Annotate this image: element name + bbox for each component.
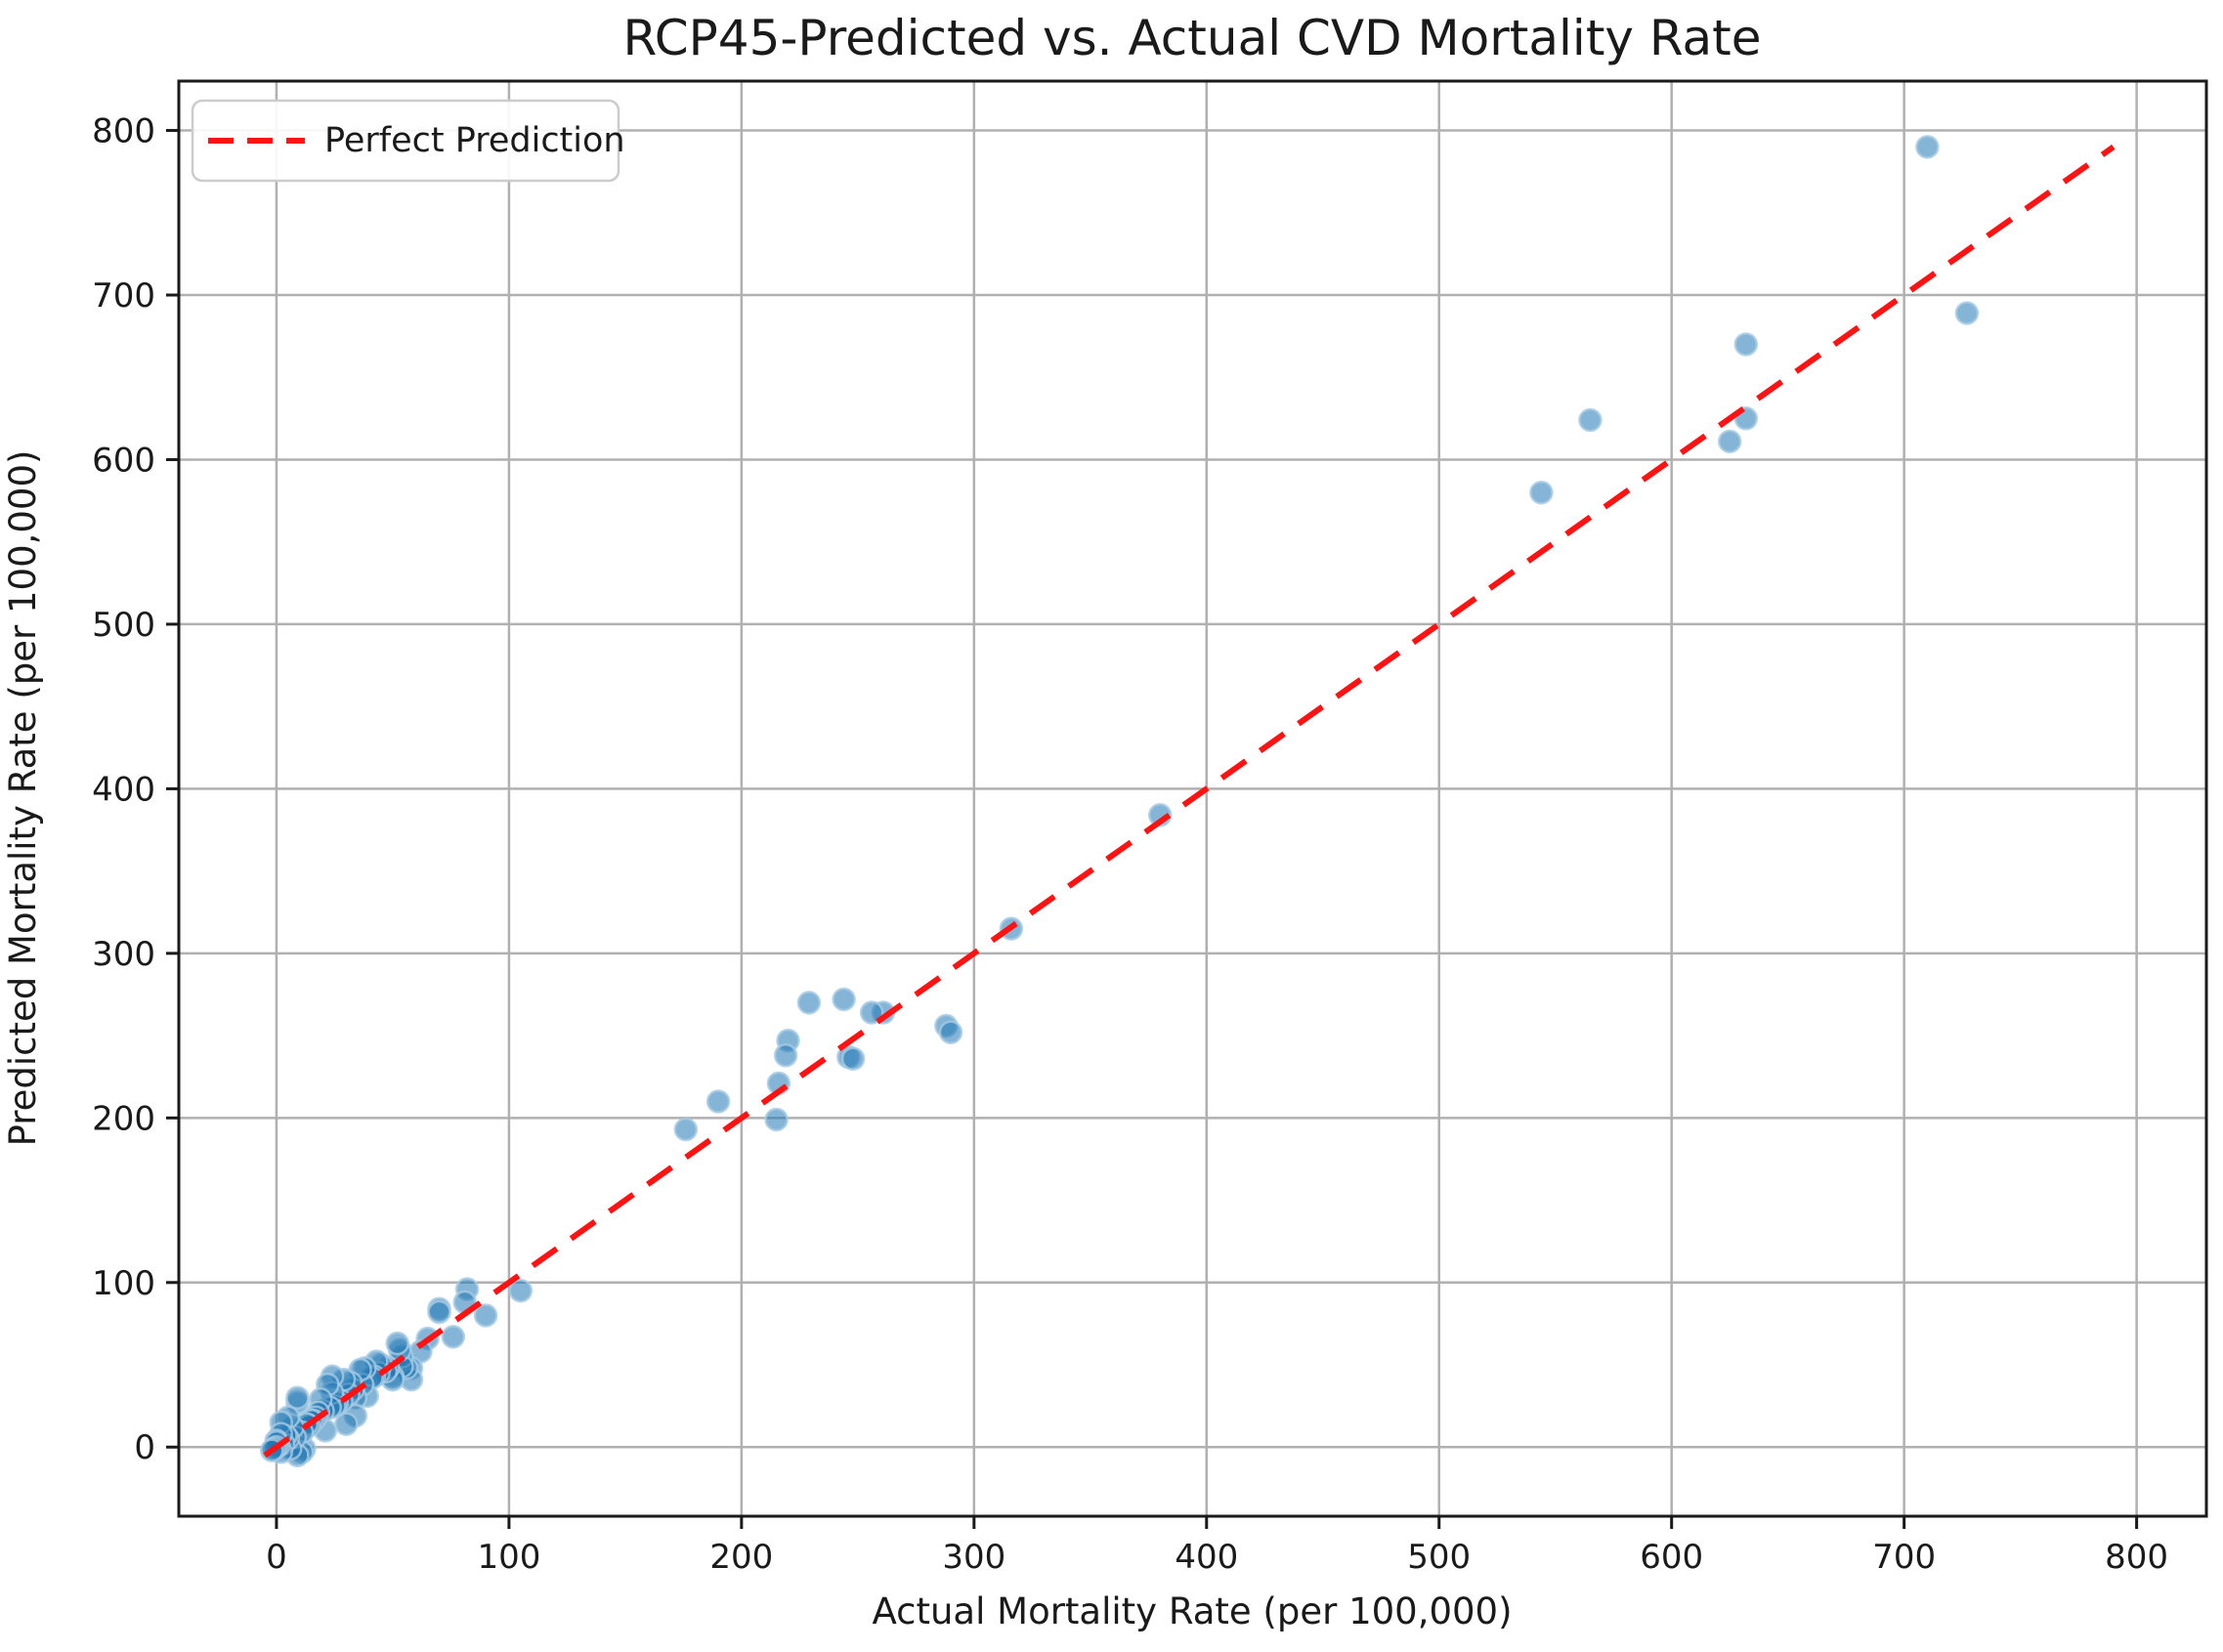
y-tick-label: 600	[92, 441, 155, 480]
y-tick-label: 500	[92, 606, 155, 645]
scatter-point	[1954, 301, 1980, 325]
y-axis-label: Predicted Mortality Rate (per 100,000)	[2, 450, 44, 1147]
x-tick-label: 800	[2105, 1538, 2168, 1577]
scatter-point	[832, 987, 856, 1012]
scatter-point	[764, 1107, 789, 1132]
scatter-series	[259, 135, 1980, 1467]
y-tick-label: 400	[92, 770, 155, 809]
perfect-prediction-line	[263, 144, 2116, 1459]
scatter-point	[1733, 332, 1759, 357]
scatter-point	[1915, 135, 1940, 159]
x-tick-label: 400	[1175, 1538, 1238, 1577]
scatter-point	[1578, 407, 1603, 433]
legend-box	[191, 99, 620, 183]
chart-title: RCP45-Predicted vs. Actual CVD Mortality…	[622, 10, 1761, 66]
x-tick-label: 600	[1640, 1538, 1703, 1577]
x-axis-label: Actual Mortality Rate (per 100,000)	[872, 1590, 1512, 1632]
y-tick-label: 0	[134, 1428, 155, 1467]
x-tick-label: 0	[266, 1538, 287, 1577]
scatter-point	[508, 1278, 534, 1303]
scatter-point	[1529, 480, 1554, 505]
scatter-point	[705, 1089, 731, 1114]
scatter-point	[441, 1325, 466, 1349]
legend: Perfect Prediction	[191, 99, 625, 183]
y-tick-label: 300	[92, 935, 155, 974]
scatter-point	[285, 1385, 310, 1410]
scatter-point	[473, 1303, 498, 1328]
scatter-point	[1717, 429, 1742, 454]
plot-border	[177, 79, 2208, 1518]
scatter-point	[859, 1000, 884, 1025]
y-tick-label: 100	[92, 1264, 155, 1303]
scatter-point	[334, 1412, 359, 1436]
x-tick-label: 500	[1407, 1538, 1471, 1577]
scatter-point	[427, 1299, 451, 1325]
scatter-point	[385, 1331, 409, 1356]
scatter-point	[673, 1117, 699, 1142]
y-tick-label: 700	[92, 276, 155, 316]
y-tick-label: 200	[92, 1099, 155, 1138]
scatter-point	[840, 1046, 866, 1071]
scatter-point	[773, 1043, 798, 1068]
y-tick-label: 800	[92, 112, 155, 151]
x-tick-label: 200	[709, 1538, 773, 1577]
x-tick-label: 700	[1872, 1538, 1936, 1577]
x-tick-label: 300	[942, 1538, 1005, 1577]
tick-layer: 0 100 200 300 400 500 600 700 800 0 100 200 300 400 50…	[92, 112, 2168, 1577]
scatter-point	[796, 991, 822, 1015]
legend-label: Perfect Prediction	[324, 121, 625, 160]
x-tick-label: 100	[477, 1538, 540, 1577]
perfect-prediction-line-layer	[263, 144, 2116, 1459]
scatter-point	[938, 1020, 963, 1044]
